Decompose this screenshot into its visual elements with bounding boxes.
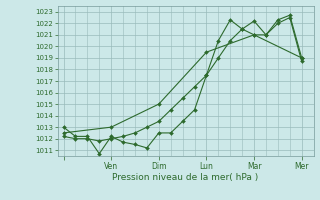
X-axis label: Pression niveau de la mer( hPa ): Pression niveau de la mer( hPa ) [112, 173, 259, 182]
